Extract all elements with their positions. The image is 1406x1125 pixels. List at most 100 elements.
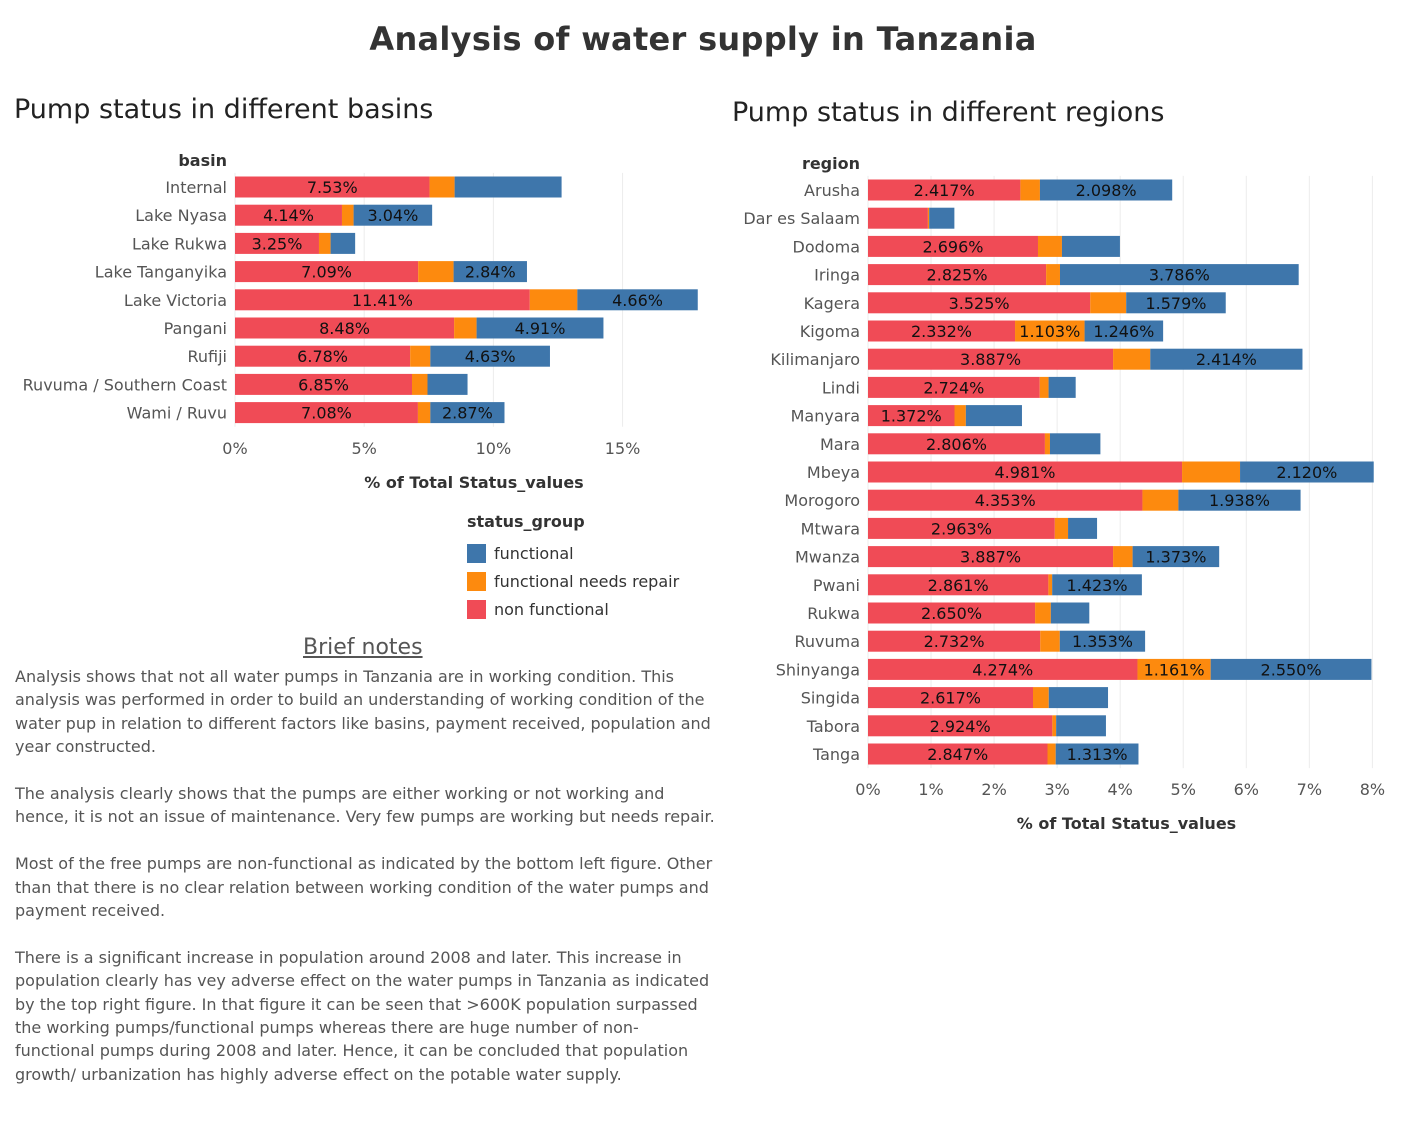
data-label-functional-morogoro: 1.938% bbox=[1209, 491, 1270, 510]
bar-functional-needs-repair-iringa[interactable] bbox=[1046, 264, 1060, 286]
bar-functional-dar-es-salaam[interactable] bbox=[929, 207, 955, 229]
bar-functional-wami-ruvu[interactable] bbox=[430, 402, 505, 424]
bar-functional-needs-repair-rufiji[interactable] bbox=[410, 345, 431, 367]
bar-functional-rukwa[interactable] bbox=[1050, 602, 1090, 624]
bar-non-functional-kagera[interactable] bbox=[868, 292, 1091, 314]
bar-non-functional-pwani[interactable] bbox=[868, 574, 1049, 596]
bar-functional-lindi[interactable] bbox=[1048, 376, 1076, 398]
bar-functional-morogoro[interactable] bbox=[1178, 489, 1301, 511]
bar-functional-needs-repair-mbeya[interactable] bbox=[1182, 461, 1241, 483]
bar-non-functional-rukwa[interactable] bbox=[868, 602, 1036, 624]
bar-functional-kilimanjaro[interactable] bbox=[1150, 348, 1303, 370]
bar-non-functional-lake-nyasa[interactable] bbox=[235, 204, 342, 226]
bar-functional-needs-repair-ruvuma[interactable] bbox=[1040, 630, 1060, 652]
bar-non-functional-arusha[interactable] bbox=[868, 179, 1021, 201]
bar-non-functional-dodoma[interactable] bbox=[868, 235, 1038, 257]
bar-functional-needs-repair-kilimanjaro[interactable] bbox=[1113, 348, 1151, 370]
bar-functional-needs-repair-lake-victoria[interactable] bbox=[529, 289, 578, 311]
bar-functional-needs-repair-manyara[interactable] bbox=[954, 405, 966, 427]
bar-functional-needs-repair-shinyanga[interactable] bbox=[1137, 658, 1211, 680]
data-label-functional-lake-victoria: 4.66% bbox=[612, 291, 663, 310]
bar-functional-needs-repair-pwani[interactable] bbox=[1048, 574, 1053, 596]
bar-functional-kagera[interactable] bbox=[1126, 292, 1226, 314]
bar-non-functional-shinyanga[interactable] bbox=[868, 658, 1138, 680]
bar-functional-needs-repair-rukwa[interactable] bbox=[1035, 602, 1051, 624]
category-label-mara: Mara bbox=[820, 435, 860, 454]
bar-functional-shinyanga[interactable] bbox=[1210, 658, 1372, 680]
bar-non-functional-lindi[interactable] bbox=[868, 376, 1040, 398]
bar-non-functional-morogoro[interactable] bbox=[868, 489, 1143, 511]
bar-functional-tanga[interactable] bbox=[1055, 743, 1139, 765]
bar-functional-needs-repair-morogoro[interactable] bbox=[1142, 489, 1179, 511]
bar-functional-needs-repair-arusha[interactable] bbox=[1020, 179, 1040, 201]
category-label-wami-ruvu: Wami / Ruvu bbox=[127, 404, 227, 423]
bar-functional-needs-repair-internal[interactable] bbox=[429, 176, 455, 198]
bar-functional-needs-repair-kigoma[interactable] bbox=[1015, 320, 1085, 342]
bar-functional-needs-repair-ruvuma-southern-coast[interactable] bbox=[411, 373, 428, 395]
data-label-non-functional-tabora: 2.924% bbox=[930, 717, 991, 736]
legend-item-needs-repair[interactable]: functional needs repair bbox=[467, 567, 679, 595]
bar-functional-pwani[interactable] bbox=[1052, 574, 1142, 596]
bar-non-functional-mtwara[interactable] bbox=[868, 517, 1055, 539]
bar-non-functional-dar-es-salaam[interactable] bbox=[868, 207, 928, 229]
category-label-mwanza: Mwanza bbox=[795, 548, 860, 567]
legend-item-functional[interactable]: functional bbox=[467, 539, 679, 567]
bar-functional-lake-nyasa[interactable] bbox=[353, 204, 433, 226]
bar-functional-needs-repair-lake-tanganyika[interactable] bbox=[418, 261, 454, 283]
bar-non-functional-pangani[interactable] bbox=[235, 317, 455, 339]
bar-non-functional-iringa[interactable] bbox=[868, 264, 1047, 286]
bar-functional-internal[interactable] bbox=[454, 176, 562, 198]
bar-non-functional-mwanza[interactable] bbox=[868, 546, 1114, 568]
bar-functional-needs-repair-tabora[interactable] bbox=[1052, 715, 1057, 737]
bar-non-functional-mara[interactable] bbox=[868, 433, 1045, 455]
bar-functional-ruvuma[interactable] bbox=[1059, 630, 1146, 652]
bar-functional-needs-repair-tanga[interactable] bbox=[1047, 743, 1056, 765]
bar-functional-singida[interactable] bbox=[1048, 687, 1109, 709]
bar-functional-mtwara[interactable] bbox=[1068, 517, 1098, 539]
bar-functional-kigoma[interactable] bbox=[1084, 320, 1164, 342]
bar-functional-mbeya[interactable] bbox=[1240, 461, 1374, 483]
bar-functional-pangani[interactable] bbox=[476, 317, 604, 339]
bar-non-functional-singida[interactable] bbox=[868, 687, 1033, 709]
bar-functional-mara[interactable] bbox=[1049, 433, 1101, 455]
bar-non-functional-ruvuma[interactable] bbox=[868, 630, 1041, 652]
bar-non-functional-lake-tanganyika[interactable] bbox=[235, 261, 419, 283]
bar-functional-lake-tanganyika[interactable] bbox=[453, 261, 527, 283]
bar-functional-iringa[interactable] bbox=[1059, 264, 1299, 286]
bar-functional-rufiji[interactable] bbox=[430, 345, 550, 367]
bar-non-functional-lake-victoria[interactable] bbox=[235, 289, 530, 311]
bar-functional-lake-rukwa[interactable] bbox=[330, 232, 356, 254]
bar-non-functional-kilimanjaro[interactable] bbox=[868, 348, 1114, 370]
bar-functional-needs-repair-wami-ruvu[interactable] bbox=[417, 402, 431, 424]
bar-functional-needs-repair-pangani[interactable] bbox=[454, 317, 477, 339]
bar-functional-needs-repair-lake-rukwa[interactable] bbox=[318, 232, 331, 254]
bar-non-functional-ruvuma-southern-coast[interactable] bbox=[235, 373, 412, 395]
bar-non-functional-internal[interactable] bbox=[235, 176, 430, 198]
bar-functional-ruvuma-southern-coast[interactable] bbox=[427, 373, 468, 395]
bar-functional-tabora[interactable] bbox=[1056, 715, 1106, 737]
bar-non-functional-mbeya[interactable] bbox=[868, 461, 1183, 483]
bar-non-functional-tanga[interactable] bbox=[868, 743, 1048, 765]
bar-functional-needs-repair-lake-nyasa[interactable] bbox=[341, 204, 354, 226]
bar-functional-needs-repair-mtwara[interactable] bbox=[1054, 517, 1069, 539]
bar-functional-needs-repair-dodoma[interactable] bbox=[1037, 235, 1062, 257]
bar-functional-manyara[interactable] bbox=[965, 405, 1022, 427]
bar-functional-needs-repair-kagera[interactable] bbox=[1090, 292, 1127, 314]
bar-non-functional-rufiji[interactable] bbox=[235, 345, 411, 367]
bar-functional-needs-repair-mara[interactable] bbox=[1044, 433, 1050, 455]
bar-functional-lake-victoria[interactable] bbox=[577, 289, 698, 311]
data-label-non-functional-kilimanjaro: 3.887% bbox=[960, 350, 1021, 369]
bar-functional-arusha[interactable] bbox=[1039, 179, 1173, 201]
bar-functional-needs-repair-singida[interactable] bbox=[1032, 687, 1049, 709]
bar-functional-dodoma[interactable] bbox=[1061, 235, 1120, 257]
bar-non-functional-lake-rukwa[interactable] bbox=[235, 232, 319, 254]
bar-non-functional-kigoma[interactable] bbox=[868, 320, 1016, 342]
bar-non-functional-manyara[interactable] bbox=[868, 405, 955, 427]
legend-item-non-functional[interactable]: non functional bbox=[467, 595, 679, 623]
bar-functional-needs-repair-mwanza[interactable] bbox=[1113, 546, 1133, 568]
bar-functional-mwanza[interactable] bbox=[1132, 546, 1220, 568]
bar-non-functional-tabora[interactable] bbox=[868, 715, 1053, 737]
bar-non-functional-wami-ruvu[interactable] bbox=[235, 402, 418, 424]
bar-functional-needs-repair-dar-es-salaam[interactable] bbox=[927, 207, 930, 229]
bar-functional-needs-repair-lindi[interactable] bbox=[1039, 376, 1049, 398]
